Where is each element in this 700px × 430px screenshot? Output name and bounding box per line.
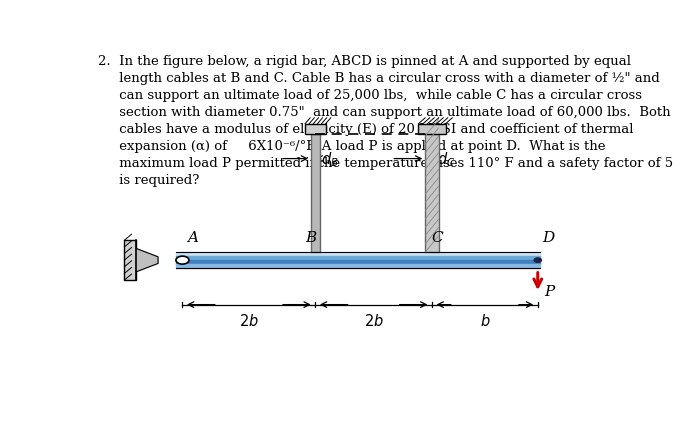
Text: $2b$: $2b$ [239,312,259,328]
Text: D: D [542,230,554,244]
Polygon shape [136,249,158,272]
Text: C: C [432,230,443,244]
Text: $2b$: $2b$ [364,312,384,328]
Bar [425,134,439,252]
Text: $d_B$: $d_B$ [321,150,339,169]
Bar [311,134,320,252]
Text: $b$: $b$ [480,312,490,328]
Circle shape [534,258,542,263]
Bar [125,241,136,280]
Text: B: B [305,230,316,244]
Text: 2.  In the figure below, a rigid bar, ABCD is pinned at A and supported by equal: 2. In the figure below, a rigid bar, ABC… [98,55,673,187]
Text: A: A [187,230,197,244]
Text: $d_C$: $d_C$ [438,150,456,169]
Circle shape [176,257,189,264]
Bar [305,124,326,134]
Text: P: P [545,285,554,298]
Bar [419,124,446,134]
